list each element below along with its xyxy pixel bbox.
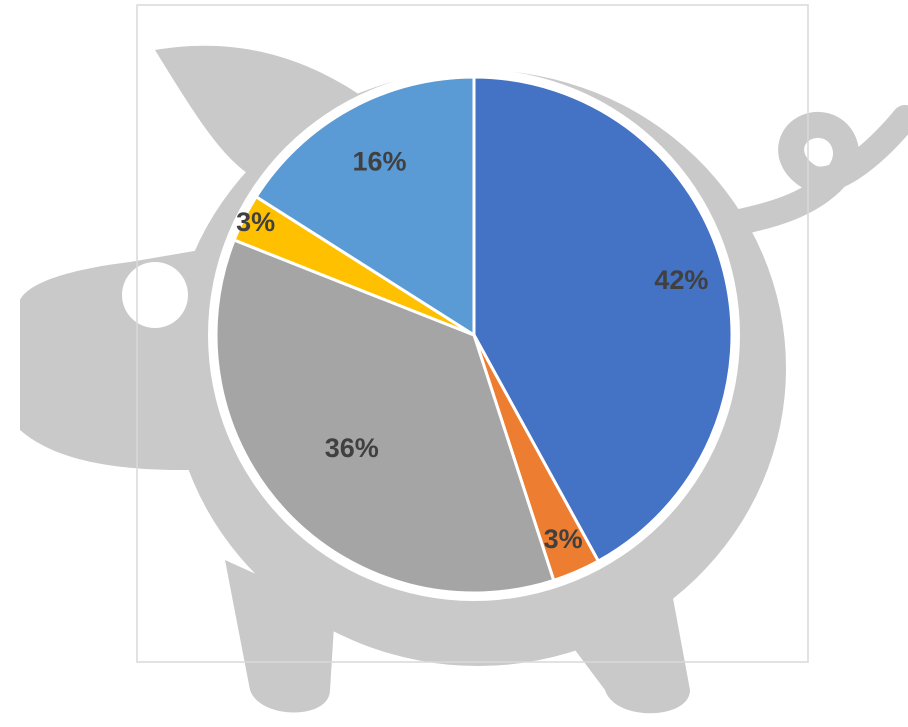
pie-data-label: 16% — [353, 146, 407, 176]
pie-data-label: 36% — [325, 433, 379, 463]
pie-labels: 42% 3% 36% 3% 16% — [236, 146, 708, 554]
pig-eye — [122, 262, 188, 328]
pie-data-label: 42% — [654, 265, 708, 295]
pie-slice — [214, 238, 556, 595]
plot-frame — [136, 4, 809, 663]
pie-data-label: 3% — [544, 524, 583, 554]
pie-data-label: 3% — [236, 207, 275, 237]
pie-slices — [214, 75, 734, 595]
pie-slice — [472, 75, 734, 563]
pie-slice — [254, 75, 476, 337]
